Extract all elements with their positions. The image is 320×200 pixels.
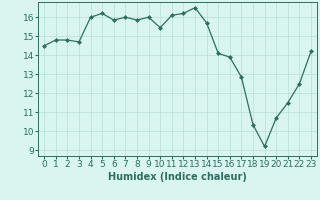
X-axis label: Humidex (Indice chaleur): Humidex (Indice chaleur) bbox=[108, 172, 247, 182]
